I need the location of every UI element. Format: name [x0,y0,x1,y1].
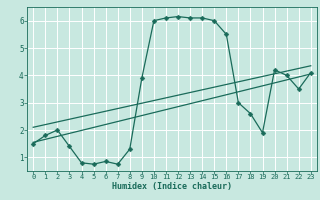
X-axis label: Humidex (Indice chaleur): Humidex (Indice chaleur) [112,182,232,191]
